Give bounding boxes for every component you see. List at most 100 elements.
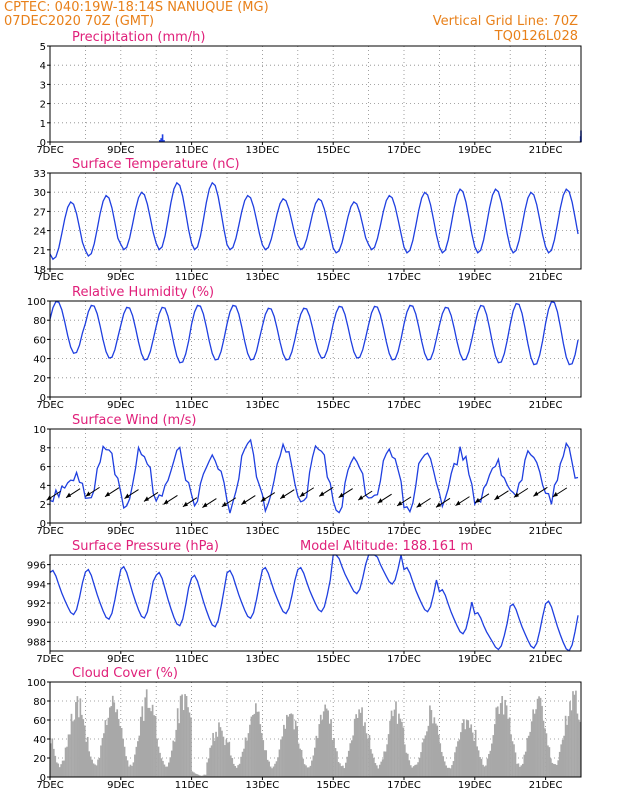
cloud-bar xyxy=(200,775,203,777)
y-tick-label: 2 xyxy=(40,500,46,511)
cloud-bar xyxy=(194,773,197,777)
cloud-bar xyxy=(371,753,374,777)
cloud-bar xyxy=(303,764,306,777)
cloud-bar xyxy=(275,761,278,777)
cloud-bar xyxy=(128,766,130,777)
cloud-bar xyxy=(530,721,533,777)
series-line xyxy=(49,438,579,514)
wind-arrowhead xyxy=(299,491,305,497)
cloud-bar xyxy=(473,740,475,777)
cloud-bar xyxy=(544,728,546,777)
cloud-bar xyxy=(213,740,216,777)
cloud-bar xyxy=(160,758,163,777)
cloud-bar xyxy=(238,763,241,777)
x-tick-label: 9DEC xyxy=(107,145,134,156)
cloud-bar xyxy=(207,758,210,777)
y-tick-label: 4 xyxy=(40,481,46,492)
cloud-bar xyxy=(361,707,363,777)
cloud-bar xyxy=(480,758,483,777)
cloud-bar xyxy=(336,751,338,777)
x-tick-label: 9DEC xyxy=(107,654,134,665)
cloud-bar xyxy=(408,760,411,777)
cloud-bar xyxy=(240,756,242,777)
x-tick-label: 7DEC xyxy=(36,780,63,791)
cloud-bar xyxy=(196,774,198,777)
cloud-bar xyxy=(150,711,152,777)
y-tick-label: 30 xyxy=(33,188,46,199)
wind-arrowhead xyxy=(358,495,364,501)
wind-arrowhead xyxy=(124,493,130,499)
cloud-bar xyxy=(561,739,564,777)
wind-arrowhead xyxy=(338,492,344,498)
cloud-bar xyxy=(355,714,357,777)
cloud-bar xyxy=(324,704,327,777)
cloud-bar xyxy=(281,736,284,777)
cloud-bar xyxy=(314,747,316,777)
cloud-bar xyxy=(523,754,526,777)
cloud-bar xyxy=(337,761,340,777)
x-tick-label: 15DEC xyxy=(316,272,350,283)
cloud-bar xyxy=(358,709,360,777)
cloud-bar xyxy=(566,724,568,777)
cloud-bar xyxy=(50,743,52,777)
cloud-bar xyxy=(109,707,111,777)
cloud-bar xyxy=(573,694,576,777)
cloud-bar xyxy=(418,757,421,777)
y-tick-label: 994 xyxy=(27,580,46,591)
cloud-bar xyxy=(209,747,211,777)
x-tick-label: 19DEC xyxy=(458,654,492,665)
cloud-bar xyxy=(280,739,282,777)
wind-arrowhead xyxy=(143,496,149,502)
cloud-bar xyxy=(221,730,223,777)
cloud-bar xyxy=(374,763,377,777)
cloud-bar xyxy=(429,705,431,777)
cloud-bar xyxy=(269,766,272,777)
cloud-bar xyxy=(401,721,403,777)
cloud-bar xyxy=(204,774,207,777)
cloud-bar xyxy=(163,764,166,777)
cloud-bar xyxy=(333,738,335,777)
panel-title: Surface Pressure (hPa) xyxy=(72,539,219,554)
cloud-bar xyxy=(265,750,268,777)
wind-arrowhead xyxy=(533,491,539,497)
cloud-bar xyxy=(362,725,365,777)
cloud-bar xyxy=(184,694,186,777)
cloud-bar xyxy=(535,709,537,777)
cloud-bar xyxy=(412,766,415,777)
y-tick-label: 20 xyxy=(33,374,46,385)
plot-frame xyxy=(49,428,582,524)
cloud-bar xyxy=(392,716,394,777)
panel-1: 0 1 2 3 4 5 7DEC 9DEC 11DEC 13DEC 15DEC 17DEC 19DEC 2… xyxy=(36,30,582,156)
cloud-bar xyxy=(477,750,480,777)
cloud-bar xyxy=(191,771,194,777)
cloud-bar xyxy=(113,702,116,777)
cloud-bar xyxy=(536,698,539,777)
cloud-bar xyxy=(299,748,301,777)
cloud-bar xyxy=(443,761,446,777)
cloud-bar xyxy=(182,710,185,777)
cloud-bar xyxy=(461,722,464,777)
cloud-bar xyxy=(291,714,294,777)
panel-annotation: Model Altitude: 188.161 m xyxy=(300,539,473,554)
x-tick-label: 9DEC xyxy=(107,780,134,791)
cloud-bar xyxy=(483,766,486,777)
cloud-bar xyxy=(339,763,341,777)
cloud-bar xyxy=(135,746,138,777)
y-tick-label: 33 xyxy=(33,169,46,180)
panel-title: Surface Temperature (nC) xyxy=(72,157,240,172)
cloud-bar xyxy=(420,752,422,777)
cloud-bar xyxy=(572,691,574,777)
cloud-bar xyxy=(197,774,200,777)
cloud-bar xyxy=(393,709,396,777)
cloud-bar xyxy=(218,722,220,777)
cloud-bar xyxy=(529,731,532,777)
cloud-bar xyxy=(144,697,147,777)
cloud-bar xyxy=(60,764,62,777)
cloud-bar xyxy=(501,696,504,777)
x-tick-label: 15DEC xyxy=(316,780,350,791)
cloud-bar xyxy=(498,713,501,777)
cloud-bar xyxy=(331,739,334,777)
cloud-bar xyxy=(106,725,108,777)
cloud-bar xyxy=(311,760,313,777)
